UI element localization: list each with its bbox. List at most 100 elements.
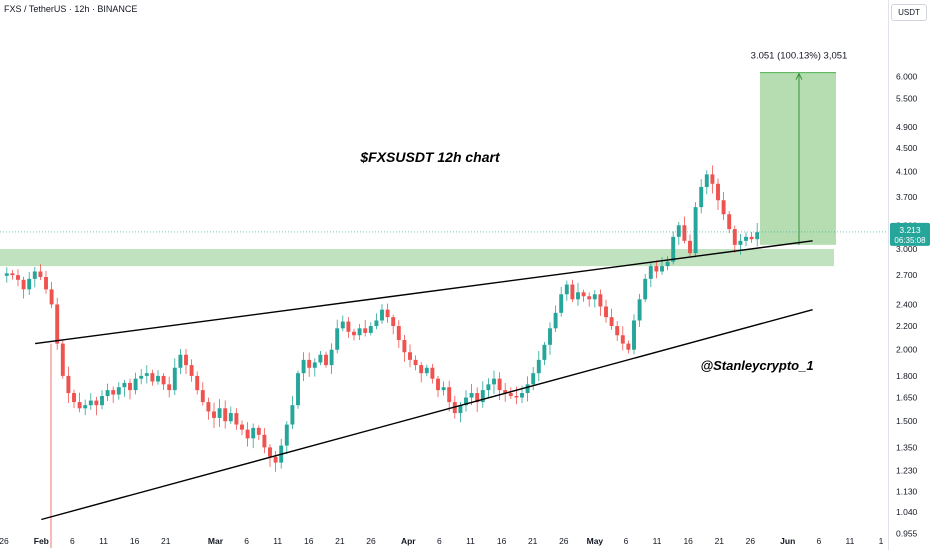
candle-body [615,326,620,336]
candle-down [72,389,76,408]
y-tick-label: 6.000 [896,72,918,82]
candle-body [133,378,138,391]
candle-body [486,384,491,391]
candle-body [548,328,552,345]
candle-up [100,390,104,410]
candle-body [704,174,709,187]
candle-body [352,331,356,336]
candle-up [632,314,636,355]
candle-up [139,369,144,385]
candle-body [520,393,524,398]
candle-up [492,370,496,394]
candle-body [559,294,564,313]
candle-body [581,292,586,297]
candle-body [4,273,9,276]
candle-down [716,178,720,210]
x-tick-label: 26 [746,536,756,546]
candle-body [228,413,233,422]
candle-body [284,424,289,446]
candle-body [699,186,704,208]
x-tick-label: 1 [879,536,884,546]
candle-body [380,309,384,321]
candle-body [738,240,743,245]
candle-up [564,280,569,301]
x-tick-label: May [587,536,604,546]
lower-trendline[interactable] [41,308,813,521]
x-tick-label: 16 [304,536,314,546]
author-watermark: @Stanleycrypto_1 [700,358,813,373]
candle-body [620,335,625,344]
chart-title: $FXSUSDT 12h chart [359,149,501,165]
candle-body [66,375,71,394]
candle-up [648,263,653,288]
candle-down [49,281,54,309]
candle-up [27,272,32,295]
candle-up [441,381,446,396]
y-tick-label: 1.800 [896,371,918,381]
y-tick-label: 0.955 [896,528,918,538]
candle-up [755,222,760,247]
candle-body [318,354,323,363]
candle-body [301,359,306,374]
candle-body [312,362,317,368]
candle-body [77,402,82,409]
candle-body [167,384,172,391]
candle-body [72,393,76,403]
candle-body [374,320,379,327]
y-tick-label: 1.350 [896,442,918,452]
target-box [760,72,836,245]
candle-body [755,232,760,240]
y-tick-label: 3.700 [896,192,918,202]
candle-up [643,273,648,303]
candle-body [60,343,65,376]
candle-up [156,370,160,385]
price-tag-value: 3.213 [899,225,921,235]
candle-up [329,343,334,374]
candle-up [637,293,642,327]
candle-body [150,373,155,382]
candle-down [654,260,659,279]
candle-down [570,279,575,302]
candle-down [609,308,614,330]
x-tick-label: 16 [130,536,140,546]
candle-up [83,399,88,415]
candle-up [486,378,491,398]
candle-body [391,317,396,327]
candle-body [340,321,345,329]
upper-trendline[interactable] [35,240,813,345]
candle-body [514,396,519,398]
y-tick-label: 4.900 [896,122,918,132]
candle-body [178,354,183,368]
candle-body [88,400,93,406]
candle-down [161,373,166,390]
candle-body [604,306,608,318]
candle-up [251,423,256,449]
candle-body [749,236,754,240]
candle-body [44,277,48,290]
candle-body [721,200,726,215]
candle-down [514,386,519,405]
candle-body [234,413,239,425]
candle-up [296,370,300,409]
candle-down [273,450,278,472]
x-tick-label: 21 [528,536,538,546]
candle-down [620,326,625,351]
currency-button[interactable]: USDT [891,4,927,21]
candle-up [133,372,138,395]
candle-body [475,393,480,403]
y-tick-label: 1.040 [896,507,918,517]
candle-down [189,359,194,382]
candle-body [346,321,351,332]
x-tick-label: 6 [624,536,629,546]
candle-down [150,369,155,386]
candle-down [240,420,244,436]
candle-body [396,326,401,340]
candle-up [301,352,306,381]
candle-body [710,174,715,184]
candle-up [464,390,468,412]
candle-body [682,225,687,241]
price-axis[interactable] [888,0,932,550]
candle-up [744,232,748,246]
candle-up [548,322,552,355]
